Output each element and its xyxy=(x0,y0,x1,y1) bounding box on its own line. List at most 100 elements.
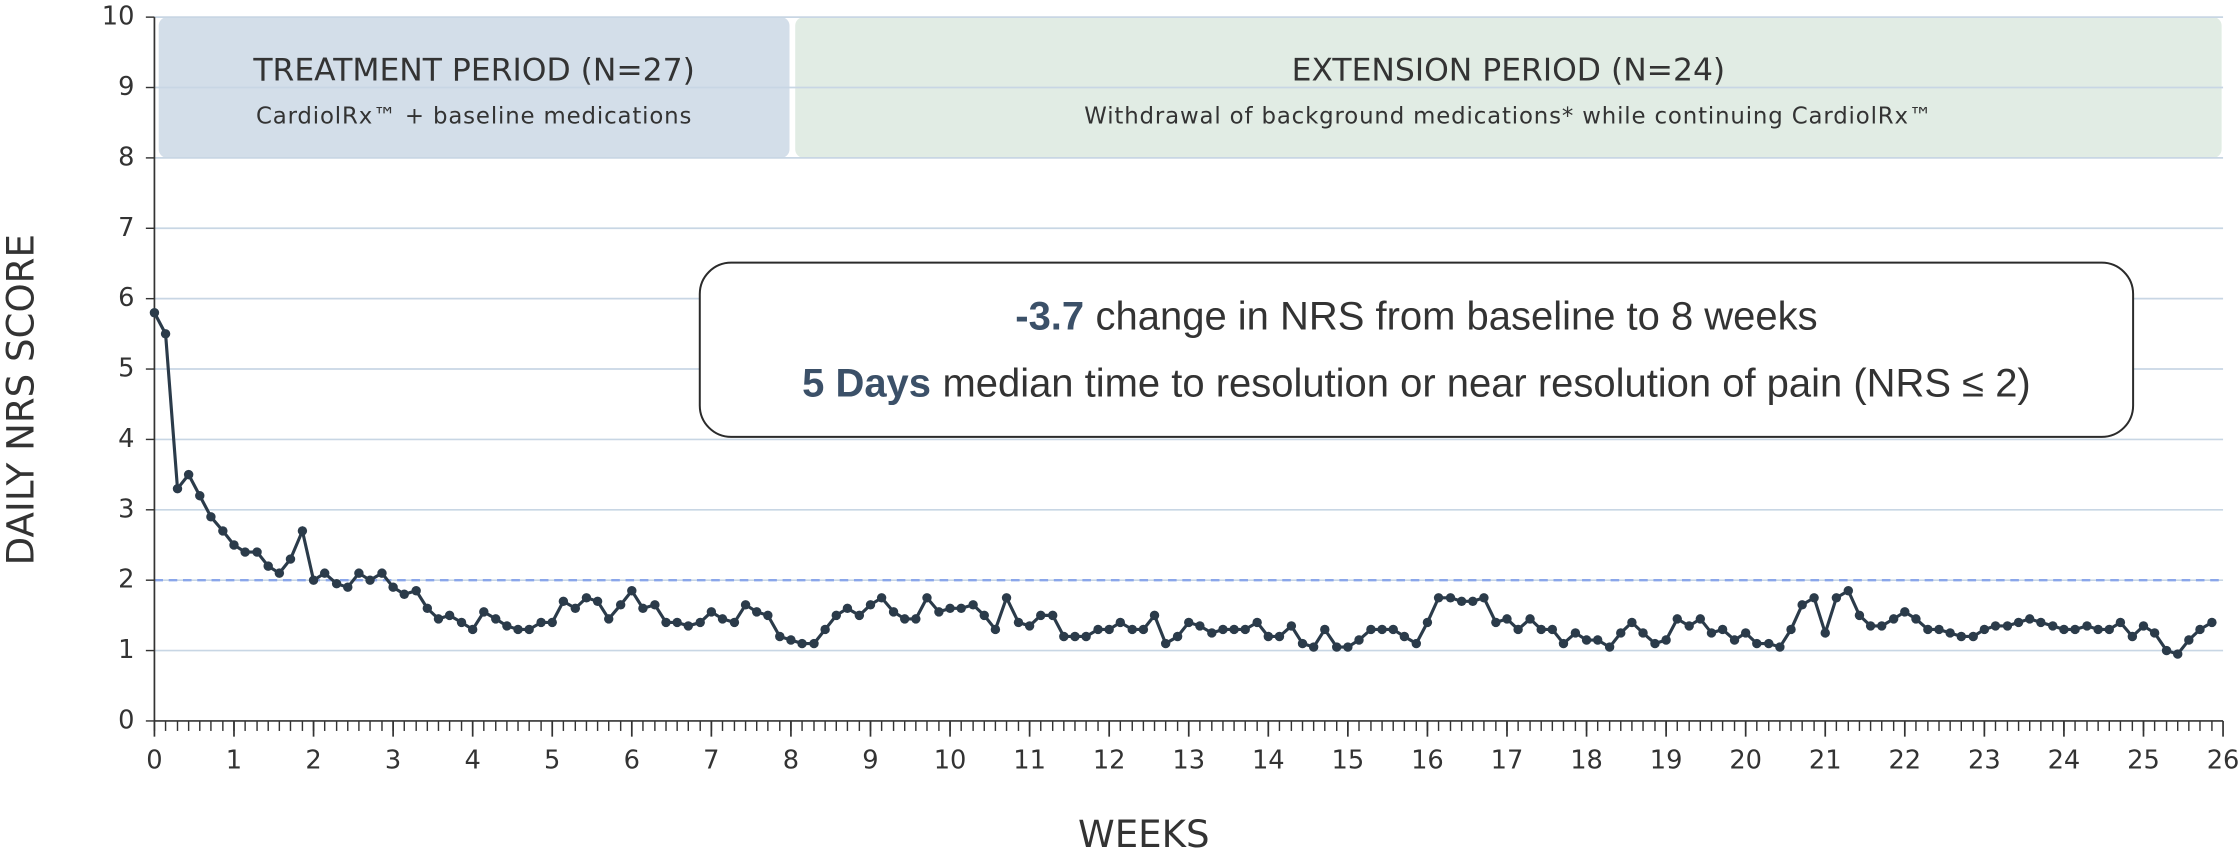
data-point xyxy=(1968,631,1978,642)
data-point xyxy=(1332,642,1342,652)
y-tick-label: 1 xyxy=(118,635,134,665)
data-point xyxy=(218,526,228,536)
data-point xyxy=(331,578,342,589)
data-point xyxy=(876,593,887,603)
data-point xyxy=(1286,621,1297,631)
x-axis-label: WEEKS xyxy=(1078,813,1209,856)
x-tick-label: 14 xyxy=(1252,745,1285,775)
data-point xyxy=(1343,642,1353,652)
data-point xyxy=(1616,628,1626,638)
x-tick-label: 26 xyxy=(2207,745,2239,775)
data-point xyxy=(285,554,296,564)
data-point xyxy=(592,596,603,607)
data-point xyxy=(752,607,762,617)
data-point xyxy=(1274,631,1285,642)
data-point xyxy=(1581,635,1592,645)
data-point xyxy=(263,561,273,571)
x-tick-label: 2 xyxy=(305,745,321,775)
data-point xyxy=(1956,631,1967,642)
data-point xyxy=(1990,621,2001,631)
data-point xyxy=(377,568,387,578)
data-point xyxy=(797,638,807,649)
data-point xyxy=(1218,624,1228,635)
data-point xyxy=(786,635,796,645)
data-point xyxy=(1558,638,1569,649)
data-point xyxy=(183,469,194,480)
data-point xyxy=(1604,642,1615,652)
data-point xyxy=(604,614,614,624)
data-point xyxy=(650,600,660,610)
data-point xyxy=(1513,624,1523,635)
data-point xyxy=(229,540,239,550)
data-point xyxy=(1081,631,1091,642)
data-point xyxy=(2104,624,2114,635)
data-point xyxy=(1911,614,1921,624)
data-point xyxy=(524,624,534,635)
data-point xyxy=(2184,635,2194,645)
data-point xyxy=(2093,624,2103,635)
data-point xyxy=(467,624,478,635)
data-point xyxy=(638,603,648,614)
data-point xyxy=(2127,631,2138,642)
data-point xyxy=(1377,624,1387,635)
data-point xyxy=(2036,617,2046,628)
y-tick-label: 9 xyxy=(118,72,134,102)
data-point xyxy=(1752,638,1762,649)
data-point xyxy=(149,308,160,318)
data-point xyxy=(444,610,455,621)
data-point xyxy=(388,582,398,592)
data-point xyxy=(1536,624,1546,635)
data-point xyxy=(1411,638,1421,649)
x-tick-label: 1 xyxy=(226,745,242,775)
data-point xyxy=(1502,614,1512,624)
x-tick-label: 9 xyxy=(862,745,878,775)
data-point xyxy=(513,624,523,635)
x-tick-label: 0 xyxy=(146,745,162,775)
data-point xyxy=(274,568,285,578)
data-point xyxy=(1456,596,1467,607)
annotation-line: -3.7 change in NRS from baseline to 8 wee… xyxy=(1015,294,1817,338)
data-point xyxy=(968,600,978,610)
data-point xyxy=(1843,586,1854,596)
x-tick-label: 22 xyxy=(1888,745,1921,775)
y-tick-label: 0 xyxy=(118,705,134,735)
data-point xyxy=(1297,638,1308,649)
x-tick-label: 19 xyxy=(1650,745,1683,775)
data-point xyxy=(763,610,773,621)
y-tick-label: 3 xyxy=(118,494,134,524)
x-tick-label: 13 xyxy=(1172,745,1205,775)
data-point xyxy=(1661,635,1671,645)
x-tick-label: 21 xyxy=(1809,745,1842,775)
data-point xyxy=(399,589,409,599)
data-point xyxy=(2070,624,2080,635)
data-point xyxy=(2172,649,2183,659)
data-point xyxy=(252,547,262,557)
data-point xyxy=(1877,621,1887,631)
data-point xyxy=(2115,617,2126,628)
data-point xyxy=(865,600,876,610)
data-point xyxy=(1422,617,1433,628)
data-point xyxy=(2059,624,2069,635)
data-point xyxy=(1923,624,1933,635)
data-point xyxy=(1979,624,1990,635)
data-point xyxy=(695,617,705,628)
data-point xyxy=(627,586,637,596)
data-point xyxy=(911,614,921,624)
data-point xyxy=(2048,621,2058,631)
data-point xyxy=(479,607,489,617)
data-point xyxy=(1650,638,1660,649)
data-point xyxy=(1831,593,1842,603)
data-point xyxy=(842,603,853,614)
data-point xyxy=(354,568,364,578)
data-point xyxy=(1366,624,1376,635)
data-point xyxy=(1468,596,1478,607)
data-point xyxy=(1252,617,1262,628)
y-tick-label: 10 xyxy=(102,2,135,32)
annotation-text: change in NRS from baseline to 8 weeks xyxy=(1096,294,1818,338)
data-point xyxy=(2025,614,2035,624)
data-point xyxy=(1240,624,1250,635)
data-point xyxy=(1695,614,1706,624)
x-tick-label: 10 xyxy=(934,745,967,775)
data-point xyxy=(558,596,569,607)
y-tick-label: 6 xyxy=(118,283,134,313)
